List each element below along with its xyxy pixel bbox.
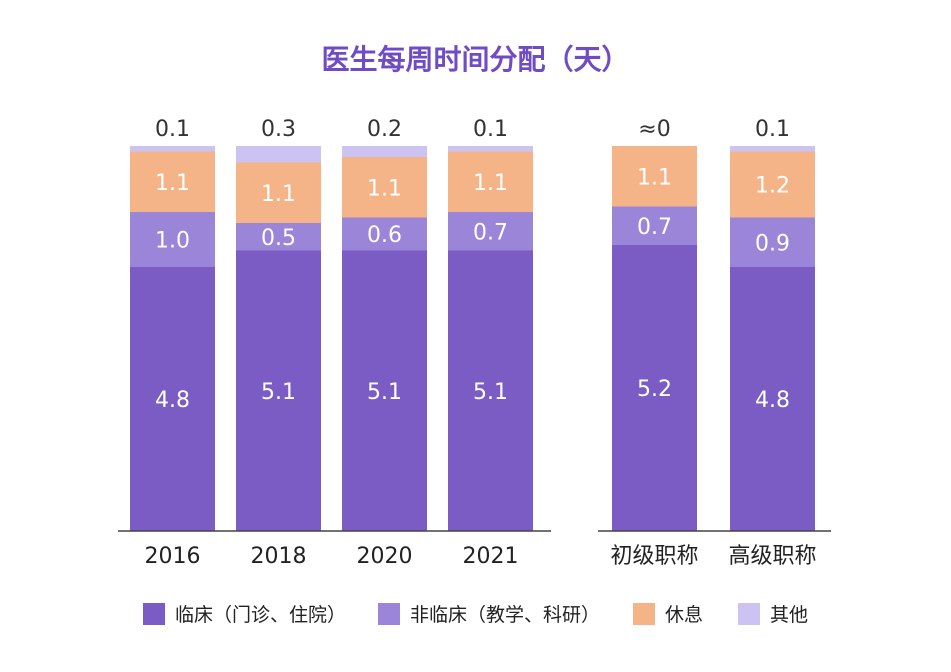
legend-item-nonclinical: 非临床（教学、科研） bbox=[378, 600, 600, 627]
data-label-0-0: 4.8 bbox=[155, 388, 190, 413]
bar-segment-1-0 bbox=[236, 250, 321, 531]
bar-segment-3-1 bbox=[448, 212, 533, 251]
data-label-4-1: 0.7 bbox=[637, 215, 672, 240]
data-label-0-2: 1.1 bbox=[155, 171, 190, 196]
data-label-5-2: 1.2 bbox=[755, 174, 790, 199]
data-label-1-2: 1.1 bbox=[261, 182, 296, 207]
data-label-2-2: 1.1 bbox=[367, 176, 402, 201]
bar-segment-5-3 bbox=[730, 146, 815, 152]
bar-segment-2-2 bbox=[342, 157, 427, 218]
bar-segment-0-1 bbox=[130, 212, 215, 267]
bar-segment-5-1 bbox=[730, 217, 815, 267]
bar-segment-3-0 bbox=[448, 250, 533, 531]
data-label-5-0: 4.8 bbox=[755, 388, 790, 413]
legend-label-other: 其他 bbox=[770, 604, 809, 626]
chart-title: 医生每周时间分配（天） bbox=[321, 43, 630, 76]
bar-segment-3-3 bbox=[448, 146, 533, 152]
top-label-2: 0.2 bbox=[367, 117, 402, 142]
top-label-5: 0.1 bbox=[755, 117, 790, 142]
legend-label-nonclinical: 非临床（教学、科研） bbox=[410, 604, 601, 626]
data-label-3-1: 0.7 bbox=[473, 220, 508, 245]
data-label-4-2: 1.1 bbox=[637, 165, 672, 190]
x-tick-label-3: 2021 bbox=[463, 544, 519, 569]
bar-segment-3-2 bbox=[448, 151, 533, 212]
data-label-3-0: 5.1 bbox=[473, 380, 508, 405]
bar-segment-4-2 bbox=[612, 146, 697, 207]
x-tick-label-0: 2016 bbox=[145, 544, 201, 569]
data-label-1-0: 5.1 bbox=[261, 380, 296, 405]
x-tick-label-1: 2018 bbox=[251, 544, 307, 569]
bar-segment-4-0 bbox=[612, 245, 697, 531]
bar-segment-1-3 bbox=[236, 146, 321, 163]
data-label-5-1: 0.9 bbox=[755, 231, 790, 256]
bar-segment-1-1 bbox=[236, 223, 321, 251]
data-label-3-2: 1.1 bbox=[473, 171, 508, 196]
legend-item-rest: 休息 bbox=[633, 600, 703, 627]
bar-segment-1-2 bbox=[236, 162, 321, 223]
bar-segment-2-1 bbox=[342, 217, 427, 251]
legend-item-other: 其他 bbox=[738, 600, 808, 627]
x-tick-label-5: 高级职称 bbox=[728, 544, 816, 569]
legend-label-rest: 休息 bbox=[665, 604, 704, 626]
bar-segment-0-3 bbox=[130, 146, 215, 152]
legend-swatch-clinical bbox=[143, 602, 165, 625]
data-label-1-1: 0.5 bbox=[261, 226, 296, 251]
top-label-0: 0.1 bbox=[155, 117, 190, 142]
top-label-3: 0.1 bbox=[473, 117, 508, 142]
bar-segment-0-0 bbox=[130, 267, 215, 531]
top-label-1: 0.3 bbox=[261, 117, 296, 142]
legend-item-clinical: 临床（门诊、住院） bbox=[143, 600, 346, 627]
data-label-2-0: 5.1 bbox=[367, 380, 402, 405]
bar-segment-5-2 bbox=[730, 151, 815, 218]
x-tick-label-4: 初级职称 bbox=[610, 544, 698, 569]
bar-segment-2-0 bbox=[342, 250, 427, 531]
bar-segment-0-2 bbox=[130, 151, 215, 212]
stacked-bar-chart: 4.8 1.0 1.1 0.1 2016 5.1 0.5 1.1 0.3 2018 5.1 0.6 1.… bbox=[118, 117, 831, 569]
bar-segment-5-0 bbox=[730, 267, 815, 531]
legend-swatch-other bbox=[738, 602, 760, 625]
bar-segment-4-1 bbox=[612, 206, 697, 245]
data-label-0-1: 1.0 bbox=[155, 229, 190, 254]
bar-segment-2-3 bbox=[342, 146, 427, 157]
data-label-4-0: 5.2 bbox=[637, 377, 672, 402]
legend-label-clinical: 临床（门诊、住院） bbox=[175, 604, 347, 626]
x-tick-label-2: 2020 bbox=[357, 544, 413, 569]
data-label-2-1: 0.6 bbox=[367, 223, 402, 248]
legend-swatch-rest bbox=[633, 602, 655, 625]
top-label-4: ≈0 bbox=[638, 117, 670, 142]
legend: 临床（门诊、住院） 非临床（教学、科研） 休息 其他 bbox=[0, 600, 951, 630]
legend-swatch-nonclinical bbox=[378, 602, 400, 625]
